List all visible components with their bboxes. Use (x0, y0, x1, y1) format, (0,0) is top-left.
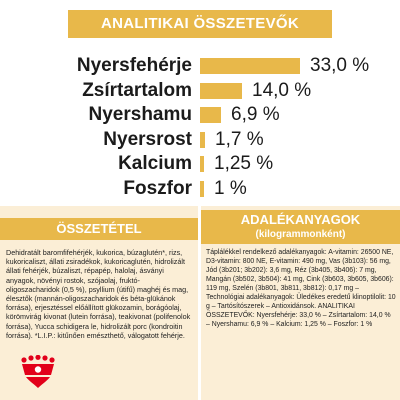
nutrient-label: Foszfor (123, 178, 192, 199)
nutrient-value: 33,0 % (310, 55, 370, 76)
composition-title: ÖSSZETÉTEL (0, 218, 198, 240)
nutrient-bar (200, 82, 242, 99)
nutrient-bar (200, 131, 205, 148)
nutrient-label: Nyershamu (88, 104, 193, 126)
additives-header: ADALÉKANYAGOK (kilogrammonként) (201, 210, 400, 244)
nutrient-row: Nyersfehérje 33,0 % (0, 54, 400, 78)
nutrient-bar (200, 58, 300, 74)
nutrient-row: Zsírtartalom 14,0 % (0, 79, 400, 103)
nutrient-label: Zsírtartalom (82, 79, 192, 101)
additives-subtitle: (kilogrammonként) (255, 229, 346, 240)
nutrient-bar (200, 107, 221, 124)
nutrient-value: 1 % (214, 178, 247, 199)
royal-canin-crown-logo-icon (21, 355, 55, 388)
nutrient-label: Nyersrost (103, 128, 192, 150)
analytical-title: ANALITIKAI ÖSSZETEVŐK (68, 10, 332, 38)
nutrient-label: Kalcium (118, 153, 192, 175)
nutrient-value: 14,0 % (252, 79, 312, 101)
additives-panel: ADALÉKANYAGOK (kilogrammonként) Táplálék… (201, 206, 400, 400)
composition-text: Dehidratált baromfifehérjék, kukorica, b… (6, 248, 191, 340)
nutrient-row: Kalcium 1,25 % (0, 152, 400, 176)
nutrient-bar (200, 181, 204, 197)
nutrient-bar (200, 156, 204, 173)
additives-title: ADALÉKANYAGOK (240, 212, 361, 227)
nutrient-value: 6,9 % (231, 104, 280, 126)
nutrient-value: 1,7 % (215, 128, 264, 150)
nutrient-value: 1,25 % (214, 153, 274, 175)
nutrient-label: Nyersfehérje (76, 55, 192, 76)
nutrient-row: Nyershamu 6,9 % (0, 103, 400, 127)
nutrient-row: Nyersrost 1,7 % (0, 128, 400, 152)
nutrient-row: Foszfor 1 % (0, 177, 400, 201)
additives-text: Táplálékkel rendelkező adalékanyagok: A-… (206, 249, 396, 328)
